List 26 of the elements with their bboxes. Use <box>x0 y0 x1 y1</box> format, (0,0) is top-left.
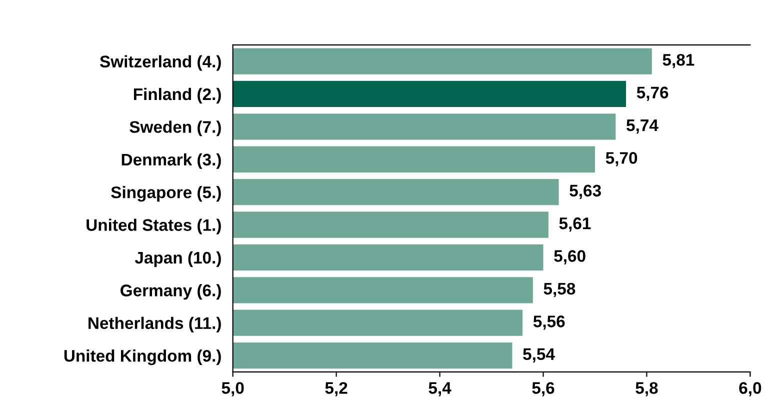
x-tick-label: 5,0 <box>222 382 244 396</box>
data-label: 5,70 <box>606 152 638 166</box>
y-tick-label: United States (1.) <box>86 218 221 234</box>
data-label: 5,63 <box>570 184 601 199</box>
data-label: 5,58 <box>544 282 576 298</box>
data-label: 5,56 <box>533 316 565 330</box>
y-tick-label: United Kingdom (9.) <box>64 350 221 366</box>
data-label: 5,76 <box>636 86 668 101</box>
x-tick-label: 5,2 <box>325 382 348 396</box>
data-label: 5,60 <box>554 250 586 264</box>
y-tick-label: Sweden (7.) <box>130 120 221 136</box>
x-tick-label: 5,6 <box>532 382 554 396</box>
y-tick-label: Denmark (3.) <box>122 153 221 169</box>
y-tick-label: Singapore (5.) <box>111 186 221 202</box>
y-tick-label: Germany (6.) <box>120 284 221 300</box>
y-tick-label: Finland (2.) <box>134 88 221 104</box>
y-tick-label: Netherlands (11.) <box>88 316 221 332</box>
data-label: 5,81 <box>662 54 694 68</box>
y-tick-label: Switzerland (4.) <box>100 55 221 71</box>
data-label: 5,54 <box>523 348 555 362</box>
y-tick-label: Japan (10.) <box>134 251 221 267</box>
data-label: 5,74 <box>626 120 658 134</box>
data-label: 5,61 <box>559 217 591 232</box>
x-tick-label: 5,8 <box>636 382 658 396</box>
x-tick-label: 5,4 <box>428 382 452 396</box>
x-tick-label: 6,0 <box>739 382 762 396</box>
